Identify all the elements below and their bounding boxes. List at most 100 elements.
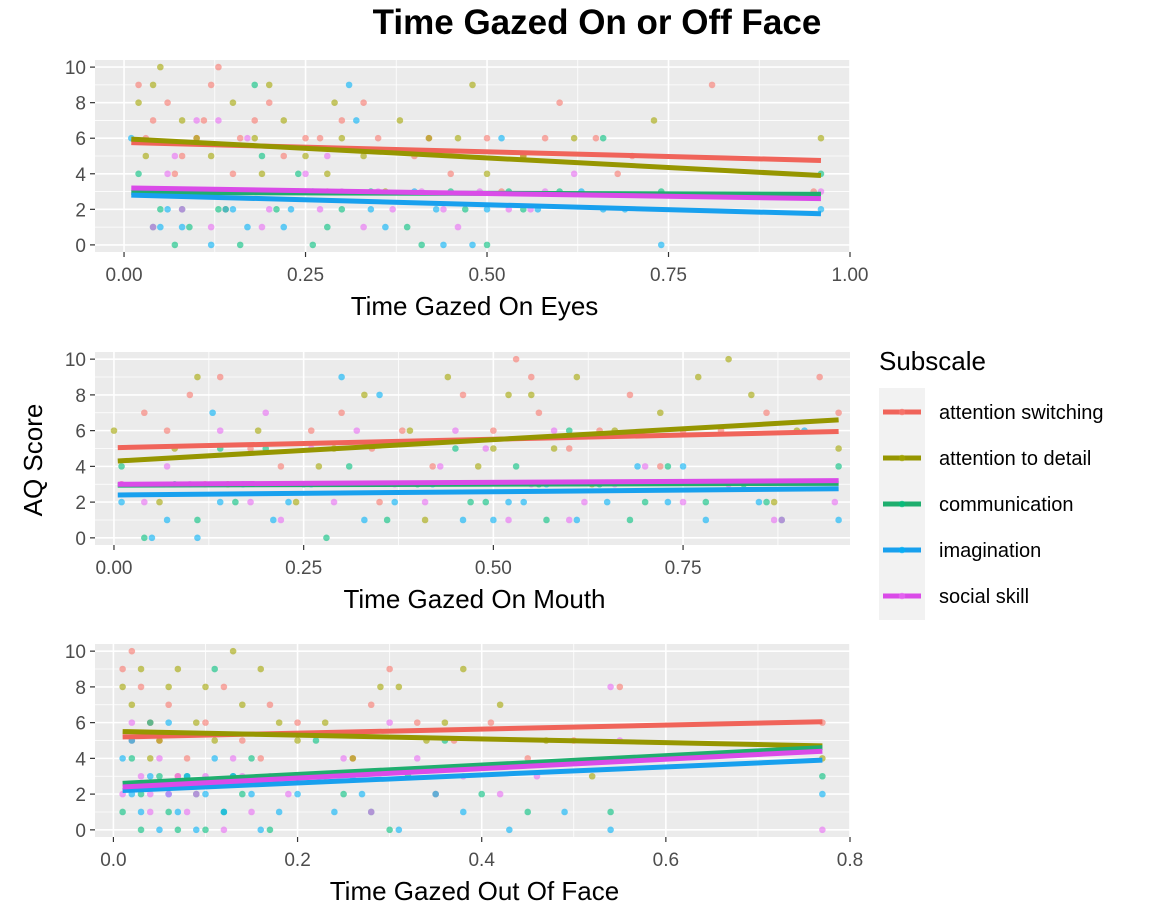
- point-attention-to-detail: [192, 719, 200, 726]
- point-imagination: [664, 498, 672, 506]
- point-attention-switching: [280, 152, 288, 160]
- point-attention-switching: [165, 701, 172, 709]
- x-tick-label: 0.4: [468, 850, 495, 871]
- point-social-skill: [570, 170, 578, 178]
- point-social-skill: [244, 134, 251, 142]
- y-tick-label: 0: [75, 529, 86, 550]
- point-social-skill: [146, 808, 154, 816]
- point-attention-to-detail: [294, 737, 301, 744]
- point-attention-to-detail: [469, 81, 476, 89]
- point-imagination: [202, 790, 209, 798]
- legend-item-social-skill: social skill: [883, 586, 1029, 608]
- point-communication: [137, 826, 145, 834]
- point-attention-to-detail: [459, 665, 467, 673]
- legend-label: imagination: [939, 540, 1041, 562]
- point-communication: [323, 534, 330, 542]
- point-attention-switching: [386, 665, 393, 673]
- point-attention-to-detail: [361, 391, 368, 399]
- point-attention-switching: [220, 683, 228, 691]
- point-attention-to-detail: [349, 755, 357, 762]
- y-tick-label: 4: [75, 165, 86, 186]
- point-attention-to-detail: [454, 134, 462, 142]
- point-attention-switching: [266, 701, 274, 709]
- point-attention-to-detail: [119, 683, 126, 691]
- point-imagination: [505, 498, 512, 506]
- point-attention-switching: [207, 81, 215, 89]
- point-imagination: [819, 790, 826, 798]
- point-communication: [512, 463, 520, 470]
- point-communication: [118, 463, 125, 470]
- point-imagination: [248, 790, 255, 798]
- point-attention-switching: [277, 463, 285, 470]
- point-attention-switching: [447, 170, 455, 178]
- point-imagination: [520, 498, 528, 506]
- point-attention-switching: [135, 81, 142, 89]
- trend-line-attention-to-detail: [122, 729, 823, 749]
- y-tick-label: 6: [75, 129, 86, 150]
- point-social-skill: [770, 516, 778, 524]
- point-attention-to-detail: [265, 81, 273, 89]
- point-attention-to-detail: [395, 683, 403, 691]
- y-tick-label: 10: [65, 350, 86, 371]
- point-social-skill: [277, 516, 285, 524]
- point-imagination: [338, 373, 345, 381]
- point-social-skill: [216, 427, 224, 434]
- legend-point: [898, 546, 906, 554]
- x-tick-label: 0.00: [106, 265, 143, 286]
- scatter-points: [127, 63, 825, 249]
- point-attention-switching: [338, 409, 345, 417]
- point-attention-to-detail: [137, 665, 145, 673]
- point-social-skill: [146, 790, 154, 798]
- point-communication: [418, 241, 425, 249]
- point-attention-switching: [541, 134, 549, 142]
- point-attention-switching: [236, 134, 244, 142]
- point-attention-to-detail: [496, 701, 504, 709]
- point-attention-to-detail: [421, 516, 429, 524]
- point-communication: [340, 790, 347, 798]
- point-social-skill: [149, 223, 157, 231]
- point-imagination: [376, 391, 383, 399]
- point-attention-to-detail: [156, 737, 163, 744]
- point-attention-to-detail: [239, 701, 246, 709]
- point-social-skill: [258, 223, 266, 231]
- point-attention-switching: [556, 99, 563, 106]
- point-imagination: [165, 719, 172, 726]
- y-tick-label: 0: [75, 236, 86, 257]
- point-attention-to-detail: [257, 665, 265, 673]
- point-attention-switching: [413, 719, 421, 726]
- point-imagination: [561, 808, 568, 816]
- y-tick-label: 8: [75, 94, 86, 115]
- y-tick-label: 2: [75, 493, 86, 514]
- point-communication: [236, 241, 244, 249]
- x-tick-label: 0.6: [653, 850, 679, 871]
- x-tick-label: 0.00: [95, 558, 132, 579]
- y-tick-label: 0: [75, 821, 86, 842]
- point-imagination: [573, 516, 581, 524]
- point-attention-to-detail: [588, 772, 596, 780]
- point-communication: [146, 719, 154, 726]
- point-imagination: [209, 409, 216, 417]
- point-imagination: [490, 516, 497, 524]
- point-imagination: [367, 206, 375, 213]
- point-attention-to-detail: [229, 99, 237, 106]
- point-imagination: [148, 534, 156, 542]
- legend-item-attention-to-detail: attention to detail: [883, 448, 1091, 470]
- point-social-skill: [171, 152, 179, 160]
- y-tick-label: 10: [65, 58, 86, 79]
- point-imagination: [229, 206, 237, 213]
- point-imagination: [192, 826, 200, 834]
- point-attention-switching: [164, 99, 171, 106]
- point-communication: [157, 206, 164, 213]
- point-social-skill: [353, 427, 361, 434]
- point-attention-switching: [376, 498, 383, 506]
- point-attention-to-detail: [573, 373, 581, 381]
- legend-label: attention to detail: [939, 448, 1091, 470]
- point-attention-to-detail: [657, 409, 664, 417]
- point-attention-to-detail: [174, 665, 182, 673]
- point-imagination: [382, 223, 389, 231]
- point-attention-switching: [294, 719, 301, 726]
- point-attention-to-detail: [835, 445, 842, 452]
- point-imagination: [506, 826, 513, 834]
- point-imagination: [459, 808, 467, 816]
- point-attention-switching: [616, 683, 624, 691]
